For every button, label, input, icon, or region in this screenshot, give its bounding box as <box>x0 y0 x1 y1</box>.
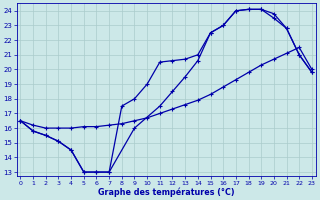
X-axis label: Graphe des températures (°C): Graphe des températures (°C) <box>98 187 235 197</box>
